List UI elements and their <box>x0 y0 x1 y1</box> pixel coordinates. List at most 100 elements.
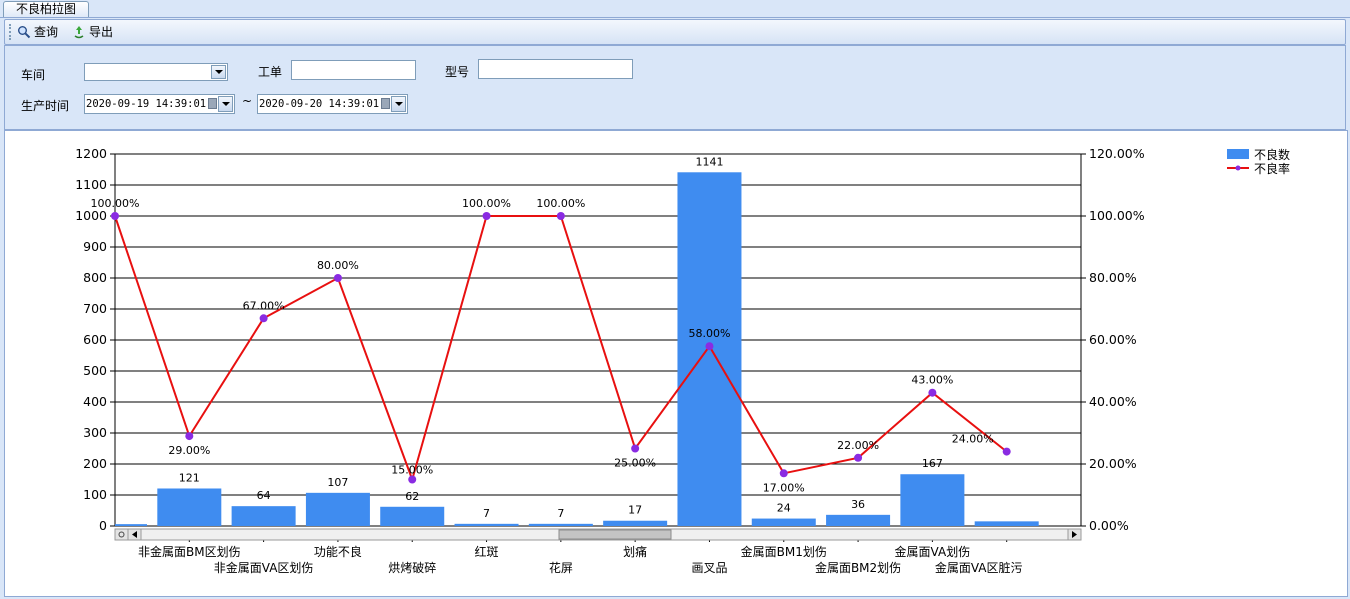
y-left-tick-label: 900 <box>83 239 107 254</box>
y-right-tick-label: 40.00% <box>1089 394 1137 409</box>
chevron-down-icon[interactable] <box>211 65 226 79</box>
rate-value-label: 17.00% <box>763 481 805 494</box>
x-tick-label: 金属面BM2划伤 <box>815 560 901 575</box>
rate-marker <box>556 212 565 220</box>
y-left-tick-label: 200 <box>83 456 107 471</box>
chevron-down-icon[interactable] <box>218 96 233 112</box>
y-right-tick-label: 20.00% <box>1089 456 1137 471</box>
x-tick-label: 烘烤破碎 <box>388 560 436 575</box>
rate-marker <box>631 444 640 453</box>
x-tick-label: 花屏 <box>549 560 573 575</box>
range-separator: ~ <box>242 94 253 108</box>
chart-panel: 0 100 200 300 400 500 600 700 800 900 1000 1100 1200… <box>4 130 1348 597</box>
bar-value-label: 17 <box>628 504 642 517</box>
magnifier-icon <box>17 25 31 39</box>
export-button[interactable]: 导出 <box>72 23 113 41</box>
bar-value-label: 64 <box>257 489 271 502</box>
query-label: 查询 <box>34 25 59 39</box>
filter-panel: 车间 工单 型号 生产时间 2020-09-19 14:39:01 ~ 2020… <box>4 45 1346 130</box>
bar-value-label: 167 <box>922 457 943 470</box>
reset-icon-glyph <box>118 531 125 538</box>
rate-marker <box>408 475 417 484</box>
rate-marker <box>705 342 714 351</box>
chevron-left-icon <box>132 531 137 538</box>
rate-marker <box>1002 447 1011 456</box>
y-left-tick-label: 1100 <box>75 177 107 192</box>
rate-value-label: 29.00% <box>168 444 210 457</box>
toolbar: 查询 导出 <box>4 19 1346 45</box>
y-right-tick-label: 120.00% <box>1089 146 1145 161</box>
y-left-tick-label: 1200 <box>75 146 107 161</box>
end-time-picker[interactable]: 2020-09-20 14:39:01 <box>257 94 408 114</box>
production-time-label: 生产时间 <box>21 99 70 113</box>
x-tick-label: 功能不良 <box>314 544 362 559</box>
y-right-tick-label: 80.00% <box>1089 270 1137 285</box>
model-input[interactable] <box>478 59 633 79</box>
chevron-down-icon[interactable] <box>391 96 406 112</box>
rate-value-label: 100.00% <box>91 197 140 210</box>
rate-value-label: 43.00% <box>911 374 953 387</box>
start-time-value: 2020-09-19 14:39:01 <box>86 98 207 110</box>
workorder-input[interactable] <box>291 60 416 80</box>
rate-value-label: 58.00% <box>688 327 730 340</box>
bar-value-label: 107 <box>327 476 348 489</box>
bar <box>454 523 519 526</box>
y-right-tick-label: 100.00% <box>1089 208 1145 223</box>
rate-value-label: 80.00% <box>317 259 359 272</box>
x-tick-label: 金属面BM1划伤 <box>741 544 827 559</box>
end-time-value: 2020-09-20 14:39:01 <box>259 98 380 110</box>
rate-value-label: 24.00% <box>952 433 994 446</box>
bar-value-label: 7 <box>483 507 490 520</box>
y-left-tick-label: 400 <box>83 394 107 409</box>
start-time-picker[interactable]: 2020-09-19 14:39:01 <box>84 94 235 114</box>
y-left-tick-label: 700 <box>83 301 107 316</box>
y-left-tick-label: 800 <box>83 270 107 285</box>
rate-marker <box>333 274 342 282</box>
y-left-tick-label: 500 <box>83 363 107 378</box>
bar-value-label: 7 <box>557 507 564 520</box>
y-right-tick-label: 60.00% <box>1089 332 1137 347</box>
bar-value-label: 121 <box>179 471 200 484</box>
rate-value-label: 15.00% <box>391 464 433 477</box>
legend-label: 不良率 <box>1254 161 1290 176</box>
bar <box>751 518 816 526</box>
scrollbar-thumb <box>558 529 672 540</box>
bar <box>900 474 965 526</box>
x-tick-label: 画叉品 <box>691 561 727 575</box>
bar-value-label: 62 <box>405 490 419 503</box>
x-tick-label: 红斑 <box>475 544 499 559</box>
export-icon <box>72 25 86 39</box>
calendar-icon <box>381 98 390 109</box>
rate-value-label: 100.00% <box>536 197 585 210</box>
rate-value-label: 100.00% <box>462 197 511 210</box>
y-left-tick-label: 300 <box>83 425 107 440</box>
tab-pareto[interactable]: 不良柏拉图 <box>3 1 90 17</box>
rate-value-label: 67.00% <box>243 299 285 312</box>
toolbar-grip[interactable] <box>9 24 13 40</box>
tab-strip: 不良柏拉图 <box>0 0 1350 18</box>
legend-line-marker <box>1235 165 1241 171</box>
pareto-chart: 0 100 200 300 400 500 600 700 800 900 1000 1100 1200… <box>75 146 1290 575</box>
y-left-tick-label: 0 <box>99 518 107 533</box>
model-label: 型号 <box>445 65 470 79</box>
rate-marker <box>111 212 119 220</box>
export-label: 导出 <box>89 25 114 39</box>
bar <box>305 492 370 526</box>
y-left-tick-label: 600 <box>83 332 107 347</box>
bar-value-label: 1141 <box>695 155 723 168</box>
rate-marker <box>482 212 491 220</box>
rate-value-label: 22.00% <box>837 439 879 452</box>
bar <box>231 506 296 526</box>
workshop-select[interactable] <box>84 63 228 81</box>
bar <box>974 521 1039 526</box>
workorder-label: 工单 <box>258 65 283 79</box>
bar <box>603 520 668 526</box>
bar-value-label: 36 <box>851 498 865 511</box>
x-tick-label: 划痛 <box>623 544 647 559</box>
bar <box>826 514 891 526</box>
bar <box>528 523 593 526</box>
calendar-icon <box>208 98 217 109</box>
workshop-label: 车间 <box>21 68 46 82</box>
y-right-tick-label: 0.00% <box>1089 518 1129 533</box>
query-button[interactable]: 查询 <box>17 23 58 41</box>
